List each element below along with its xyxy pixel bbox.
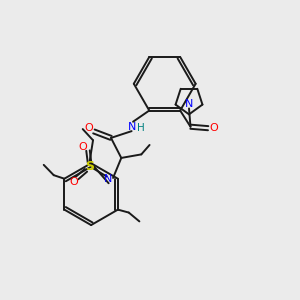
Text: N: N (128, 122, 136, 132)
Text: O: O (84, 124, 93, 134)
Text: N: N (103, 173, 112, 184)
Text: O: O (209, 123, 218, 133)
Text: H: H (137, 124, 145, 134)
Text: N: N (185, 99, 193, 109)
Text: S: S (85, 160, 94, 173)
Text: O: O (78, 142, 87, 152)
Text: O: O (69, 177, 78, 188)
